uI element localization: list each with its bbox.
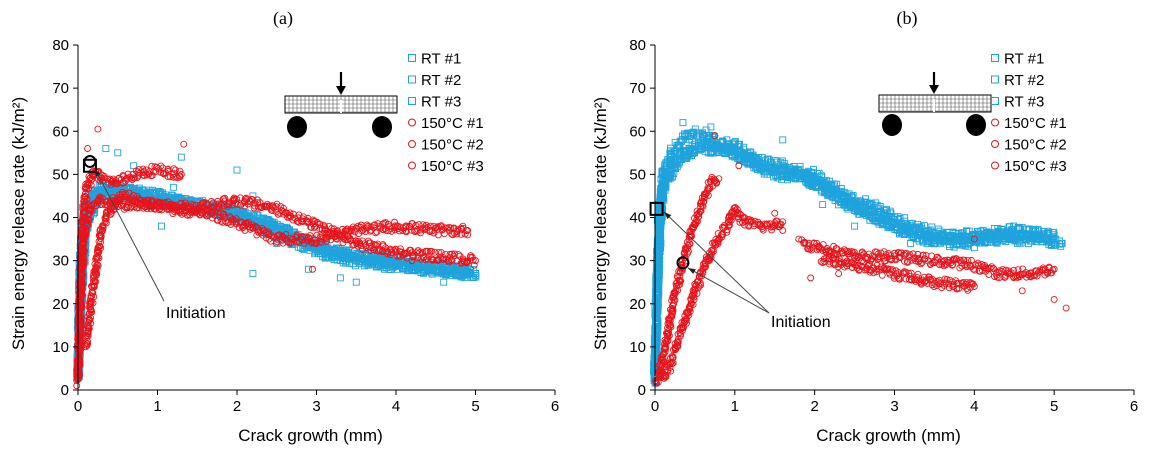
- chart-a-data-point: [441, 279, 447, 285]
- chart-a-data-point: [181, 141, 187, 147]
- chart-a-legend-label: 150°C #1: [421, 115, 484, 132]
- chart-a-data-point: [115, 150, 121, 156]
- chart-a-series-6: [74, 180, 479, 383]
- chart-a-data-group: [74, 126, 479, 389]
- chart-a-data-point: [95, 126, 101, 132]
- chart-a-y-tick-label: 0: [61, 382, 69, 399]
- chart-a-legend-swatch: [409, 141, 416, 148]
- chart-b-data-point: [780, 137, 786, 143]
- chart-a-data-point: [178, 154, 184, 160]
- chart-a-x-tick-label: 4: [392, 398, 400, 415]
- chart-a-legend-swatch: [409, 119, 416, 126]
- chart-a-title: (a): [273, 8, 293, 29]
- chart-a-y-tick-label: 10: [52, 339, 69, 356]
- chart-a-x-tick-label: 3: [312, 398, 320, 415]
- chart-a-x-tick-label: 0: [74, 398, 82, 415]
- chart-a-specimen-figure: [285, 72, 397, 138]
- chart-a-data-point: [158, 223, 164, 229]
- chart-a-x-tick-label: 1: [153, 398, 161, 415]
- chart-a-legend-swatch: [409, 55, 416, 62]
- chart-a-data-point: [310, 266, 316, 272]
- chart-a-initiation-marker-circle: [84, 156, 95, 167]
- chart-a-legend-swatch: [409, 98, 416, 105]
- chart-a-y-tick-label: 20: [52, 296, 69, 313]
- chart-a-y-tick-label: 30: [52, 253, 69, 270]
- chart-a-annotation-text: Initiation: [166, 305, 226, 322]
- chart-a-y-tick-label: 80: [52, 37, 69, 54]
- chart-a-y-tick-label: 60: [52, 123, 69, 140]
- chart-a-y-tick-label: 40: [52, 210, 69, 227]
- chart-b-data-point: [852, 223, 858, 229]
- chart-b-data-point: [820, 202, 826, 208]
- chart-a-data-point: [250, 271, 256, 277]
- chart-b-title: (b): [897, 8, 918, 29]
- chart-a-data-point: [103, 146, 109, 152]
- chart-a-y-tick-label: 50: [52, 166, 69, 183]
- chart-b-data-point: [680, 120, 686, 126]
- chart-a-legend-label: RT #2: [421, 72, 461, 89]
- chart-b-series-3: [651, 124, 1066, 374]
- chart-a-support-roller: [372, 116, 392, 138]
- chart-a-legend-swatch: [409, 76, 416, 83]
- chart-a-y-axis-label: Strain energy release rate (kJ/m²): [9, 97, 28, 350]
- chart-a-legend-label: RT #3: [421, 94, 461, 111]
- chart-a-legend-label: 150°C #3: [421, 158, 484, 175]
- chart-a-y-tick-label: 70: [52, 80, 69, 97]
- chart-a-x-tick-label: 2: [233, 398, 241, 415]
- chart-a-data-point: [170, 184, 176, 190]
- chart-a-load-arrow-icon: [336, 86, 346, 95]
- chart-a-legend: RT #1 RT #2 RT #3 150°C #1 150°C #2 150°C #3: [409, 51, 484, 176]
- chart-a-x-tick-label: 6: [551, 398, 559, 415]
- chart-a-support-roller: [287, 116, 307, 138]
- chart-a-x-tick-label: 5: [471, 398, 479, 415]
- chart-a-x-axis-label: Crack growth (mm): [238, 426, 383, 445]
- chart-b-data-point: [873, 200, 879, 206]
- chart-a-data-point: [337, 275, 343, 281]
- chart-a-legend-label: RT #1: [421, 51, 461, 68]
- chart-a-data-point: [353, 279, 359, 285]
- chart-a-data-point: [85, 146, 91, 152]
- chart-a-legend-label: 150°C #2: [421, 137, 484, 154]
- chart-a-data-point: [234, 167, 240, 173]
- chart-a-legend-swatch: [409, 162, 416, 169]
